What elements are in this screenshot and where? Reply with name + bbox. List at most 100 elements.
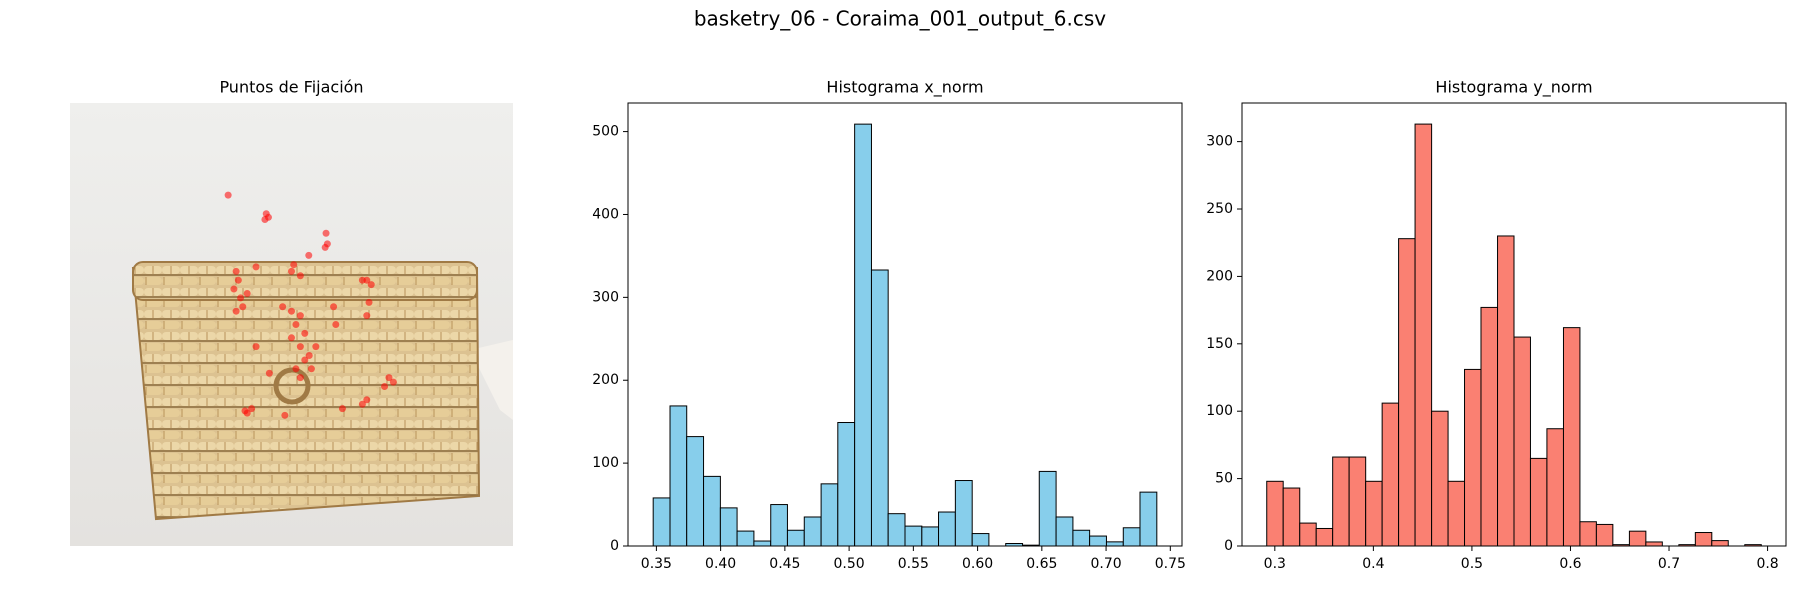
fixation-point <box>363 312 371 320</box>
fixation-point <box>232 267 240 275</box>
y-tick-label: 200 <box>1206 268 1233 284</box>
x-tick-label: 0.75 <box>1155 556 1186 572</box>
fixation-point <box>279 303 287 311</box>
bar <box>786 529 805 547</box>
fixation-point <box>239 303 247 311</box>
fixation-point <box>288 307 295 315</box>
photo <box>70 103 513 546</box>
bar <box>1299 522 1317 547</box>
bar <box>820 483 839 547</box>
bar <box>703 475 721 547</box>
y-tick-label: 500 <box>592 124 619 140</box>
bar <box>803 516 822 547</box>
fixation-point <box>301 329 309 337</box>
bar <box>954 480 973 547</box>
bar <box>736 530 755 547</box>
y-tick-label: 400 <box>592 206 619 222</box>
fixation-point <box>230 285 238 293</box>
panel-title: Histograma x_norm <box>826 78 983 98</box>
y-tick-label: 100 <box>592 455 619 471</box>
fixation-point <box>264 213 272 221</box>
bar <box>1645 541 1663 547</box>
x-tick-label: 0.50 <box>834 556 865 572</box>
x-tick-label: 0.6 <box>1559 556 1581 572</box>
fixation-point <box>389 378 397 386</box>
fixation-point <box>330 303 338 311</box>
bar <box>1711 540 1729 547</box>
x-tick-label: 0.45 <box>769 556 800 572</box>
fixation-point <box>234 276 242 284</box>
bar <box>1529 457 1548 547</box>
bar <box>1072 529 1091 547</box>
bar <box>1381 402 1400 547</box>
fixation-point <box>248 405 256 413</box>
bar <box>1105 541 1124 547</box>
bar <box>753 540 772 547</box>
x-tick-label: 0.55 <box>898 556 929 572</box>
fixation-point <box>307 365 315 373</box>
bar <box>1431 410 1449 547</box>
fixation-point <box>292 321 300 328</box>
fixation-point <box>367 281 375 289</box>
bar <box>1055 516 1074 547</box>
bar <box>1089 535 1107 547</box>
fixation-point <box>224 191 232 199</box>
bar <box>904 525 923 547</box>
y-tick-label: 200 <box>592 372 619 388</box>
x-tick-label: 0.5 <box>1461 556 1483 572</box>
bar <box>1513 336 1531 547</box>
bar <box>1579 521 1597 547</box>
bar <box>1282 487 1301 547</box>
fixation-point <box>296 272 304 280</box>
fixation-point <box>323 240 331 248</box>
bar <box>686 436 705 547</box>
bar <box>1348 456 1367 547</box>
bar <box>1398 238 1416 547</box>
fixation-point <box>305 352 313 360</box>
fixation-point <box>322 229 330 237</box>
panel-title: Puntos de Fijación <box>219 78 363 97</box>
fixation-point <box>332 321 340 328</box>
fixation-point <box>252 343 260 351</box>
bar <box>1447 480 1466 547</box>
bar <box>1139 491 1158 547</box>
bar <box>1266 480 1284 547</box>
bar <box>870 269 889 547</box>
y-tick-label: 250 <box>1206 201 1233 217</box>
fixation-point <box>237 294 245 302</box>
bar <box>938 511 956 547</box>
fixation-point <box>243 289 251 297</box>
x-tick-label: 0.35 <box>641 556 672 572</box>
bar <box>1315 527 1334 547</box>
fixation-point <box>363 396 371 404</box>
bar <box>1414 123 1433 547</box>
bar <box>1595 523 1614 547</box>
bar <box>652 497 671 547</box>
fixation-point <box>385 374 393 382</box>
bar <box>887 513 906 547</box>
fixation-point <box>381 383 389 391</box>
fixation-point <box>301 356 309 364</box>
fixation-point <box>288 334 295 342</box>
bar <box>921 526 940 547</box>
y-tick-label: 50 <box>1215 471 1233 487</box>
figure-title: basketry_06 - Coraima_001_output_6.csv <box>694 7 1106 31</box>
fixation-point <box>296 374 304 382</box>
bar <box>1628 530 1647 547</box>
fixation-point <box>232 307 240 315</box>
bar <box>1694 532 1713 547</box>
bar <box>1122 527 1141 547</box>
fixation-point <box>312 343 320 351</box>
fixation-point <box>290 261 298 269</box>
bar <box>854 123 872 547</box>
y-tick-label: 0 <box>1224 538 1233 554</box>
y-tick-label: 150 <box>1206 336 1233 352</box>
x-tick-label: 0.70 <box>1090 556 1121 572</box>
fixation-point <box>296 312 304 320</box>
fixation-point <box>281 411 289 419</box>
fixation-point <box>296 343 304 351</box>
fixation-point <box>305 251 313 259</box>
y-tick-label: 0 <box>610 538 619 554</box>
fixation-point <box>363 276 371 284</box>
